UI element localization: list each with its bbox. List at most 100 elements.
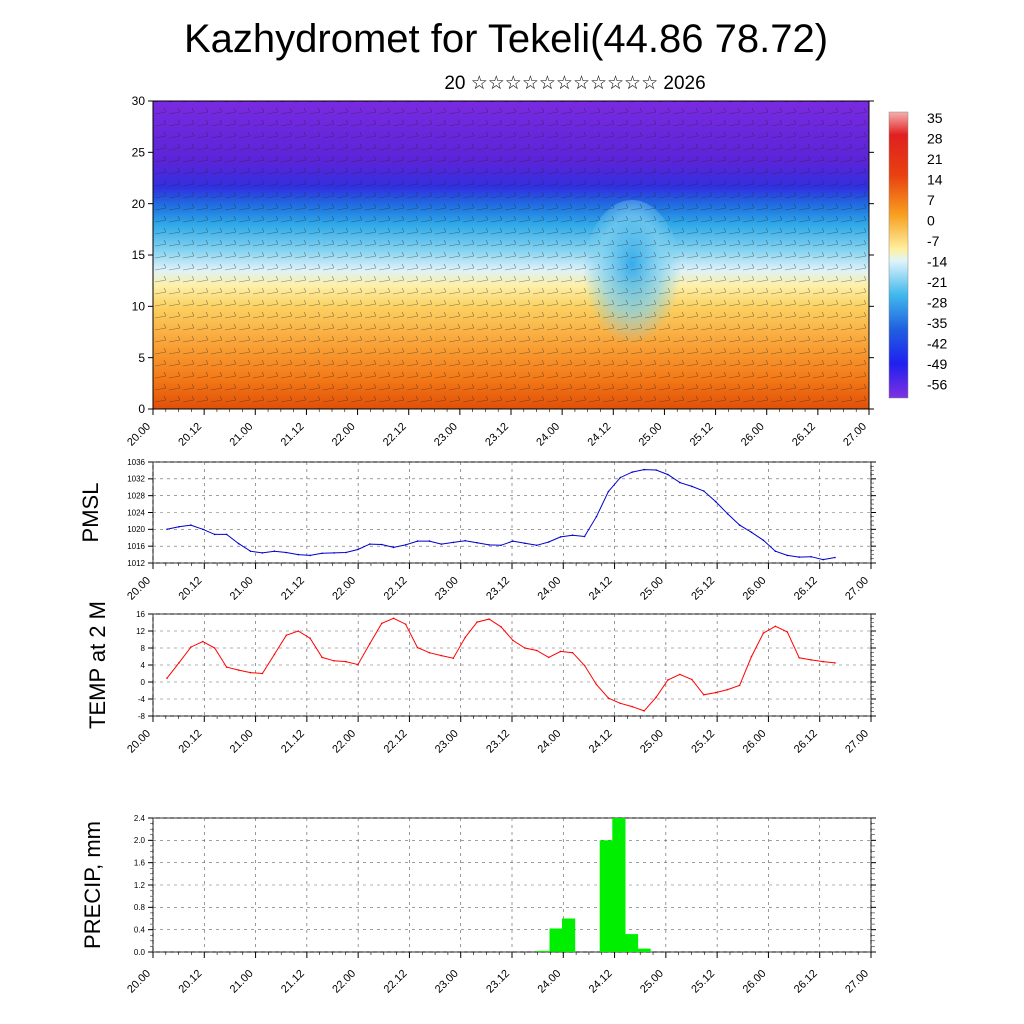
pmsl-point	[810, 555, 812, 558]
y-tick-label: 20	[132, 197, 146, 211]
pmsl-point	[798, 556, 800, 558]
x-tick-label: 24.12	[587, 728, 615, 756]
colorbar-label: 28	[927, 131, 943, 147]
pmsl-point	[440, 543, 443, 545]
temp2m-point	[679, 673, 681, 676]
temp2m-point	[810, 659, 812, 661]
y-tick-label: 15	[132, 248, 146, 262]
pmsl-point	[774, 550, 777, 552]
x-tick-label: 27.00	[841, 421, 869, 449]
x-tick-label: 27.00	[843, 728, 871, 756]
temp2m-point	[345, 660, 347, 663]
x-tick-label: 22.12	[382, 728, 410, 756]
y-tick-label: 1012	[127, 559, 145, 568]
precip-bar	[562, 918, 576, 952]
precip-bar	[612, 818, 626, 952]
pmsl-point	[416, 540, 419, 542]
x-tick-label: 20.12	[176, 968, 204, 996]
temp2m-point	[583, 664, 586, 667]
pmsl-point	[213, 533, 216, 536]
pmsl-point	[309, 554, 311, 557]
pmsl-point	[738, 524, 741, 526]
pmsl-point	[500, 544, 502, 547]
pmsl-point	[786, 554, 789, 557]
x-tick-label: 20.00	[125, 728, 153, 756]
pmsl-point	[261, 552, 264, 554]
temp2m-point	[202, 640, 204, 643]
x-tick-label: 22.12	[382, 575, 410, 603]
x-tick-label: 25.00	[638, 728, 666, 756]
x-tick-label: 24.12	[587, 968, 615, 996]
temp2m-point	[392, 617, 395, 620]
temp2m-point	[380, 622, 383, 625]
x-tick-label: 23.00	[433, 728, 461, 756]
y-tick-label: 0.0	[134, 948, 146, 957]
pmsl-point	[178, 526, 180, 528]
pmsl-point	[631, 471, 633, 473]
temp2m-point	[655, 696, 657, 699]
temp2m-point	[309, 637, 311, 639]
y-tick-label: 1.2	[134, 881, 146, 890]
temp2m-point	[249, 671, 252, 674]
x-tick-label: 20.12	[176, 421, 204, 449]
temp2m-point	[834, 662, 836, 664]
temp2m-point	[762, 632, 765, 634]
x-tick-label: 21.12	[279, 421, 307, 449]
x-tick-label: 27.00	[843, 575, 871, 603]
precip-bar	[536, 950, 551, 952]
temp2m-point	[416, 646, 419, 649]
temp-panel: 20.00 20.12 21.00 21.12 22.00 22.12 23.00 23.12…	[85, 601, 876, 756]
pmsl-point	[619, 476, 622, 479]
temp2m-point	[488, 618, 490, 620]
y-tick-label: 2.0	[134, 836, 146, 845]
y-tick-label: 16	[136, 610, 145, 619]
x-tick-label: 23.00	[433, 575, 461, 603]
y-axis-title: PRECIP, mm	[80, 821, 105, 949]
pmsl-panel: 20.00 20.12 21.00 21.12 22.00 22.12 23.00 23.12…	[78, 458, 876, 603]
x-tick-label: 24.00	[535, 968, 563, 996]
x-tick-label: 22.12	[382, 968, 410, 996]
y-tick-label: 0.4	[134, 925, 146, 934]
y-tick-label: 1028	[127, 491, 145, 500]
pmsl-point	[762, 539, 765, 542]
temp2m-point	[512, 639, 514, 642]
pmsl-point	[750, 531, 753, 534]
pmsl-point	[714, 500, 717, 503]
pmsl-point	[380, 543, 383, 546]
y-tick-label: 10	[132, 300, 146, 314]
y-tick-label: 0	[141, 678, 146, 687]
x-tick-label: 21.00	[227, 421, 255, 449]
pmsl-point	[571, 534, 574, 536]
x-tick-label: 20.00	[125, 968, 153, 996]
temp2m-point	[285, 634, 288, 637]
temp2m-point	[786, 631, 789, 633]
y-tick-label: 1016	[127, 542, 145, 551]
x-tick-label: 20.00	[125, 575, 153, 603]
y-axis-title: PMSL	[78, 483, 103, 543]
pmsl-point	[273, 550, 276, 552]
x-tick-label: 23.12	[484, 575, 512, 603]
x-tick-label: 26.00	[741, 968, 769, 996]
x-tick-label: 24.12	[585, 421, 613, 449]
x-tick-label: 22.00	[330, 968, 358, 996]
x-tick-label: 20.12	[176, 728, 204, 756]
x-tick-label: 21.00	[228, 728, 256, 756]
x-tick-label: 22.12	[381, 421, 409, 449]
temp2m-point	[822, 660, 824, 663]
pmsl-point	[512, 540, 514, 542]
colorbar-label: -56	[927, 377, 947, 393]
pmsl-point	[667, 473, 669, 476]
precip-bar	[599, 840, 613, 952]
pmsl-point	[333, 552, 335, 554]
x-tick-label: 21.12	[279, 575, 307, 603]
temp2m-point	[524, 647, 526, 649]
pmsl-point	[524, 542, 526, 544]
x-tick-label: 26.12	[790, 421, 818, 449]
temp2m-point	[166, 677, 168, 679]
colorbar-label: -21	[927, 274, 947, 290]
temp2m-point	[714, 691, 717, 694]
x-tick-label: 24.12	[587, 575, 615, 603]
temp2m-point	[178, 662, 180, 664]
temp2m-point	[404, 623, 407, 625]
colorbar-strip	[888, 111, 909, 399]
